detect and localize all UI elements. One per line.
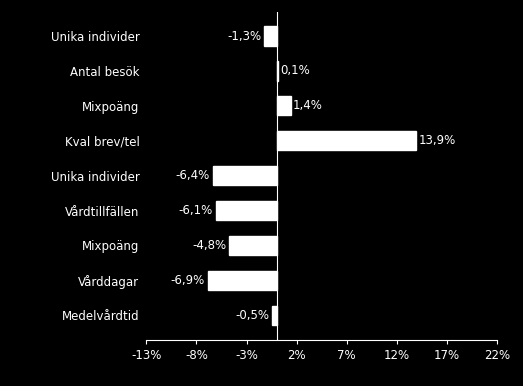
- Bar: [277, 131, 416, 150]
- Text: 0,1%: 0,1%: [280, 64, 310, 78]
- Text: 1,4%: 1,4%: [293, 99, 323, 112]
- Text: -6,9%: -6,9%: [170, 274, 205, 287]
- Text: 13,9%: 13,9%: [418, 134, 456, 147]
- Bar: [277, 96, 291, 115]
- Bar: [229, 236, 277, 255]
- Text: -6,4%: -6,4%: [176, 169, 210, 182]
- Text: -4,8%: -4,8%: [192, 239, 226, 252]
- Bar: [208, 271, 277, 290]
- Bar: [264, 27, 277, 46]
- Bar: [277, 61, 278, 81]
- Bar: [215, 201, 277, 220]
- Text: -0,5%: -0,5%: [235, 309, 269, 322]
- Bar: [271, 306, 277, 325]
- Text: -6,1%: -6,1%: [179, 204, 213, 217]
- Text: -1,3%: -1,3%: [227, 30, 261, 42]
- Bar: [212, 166, 277, 185]
